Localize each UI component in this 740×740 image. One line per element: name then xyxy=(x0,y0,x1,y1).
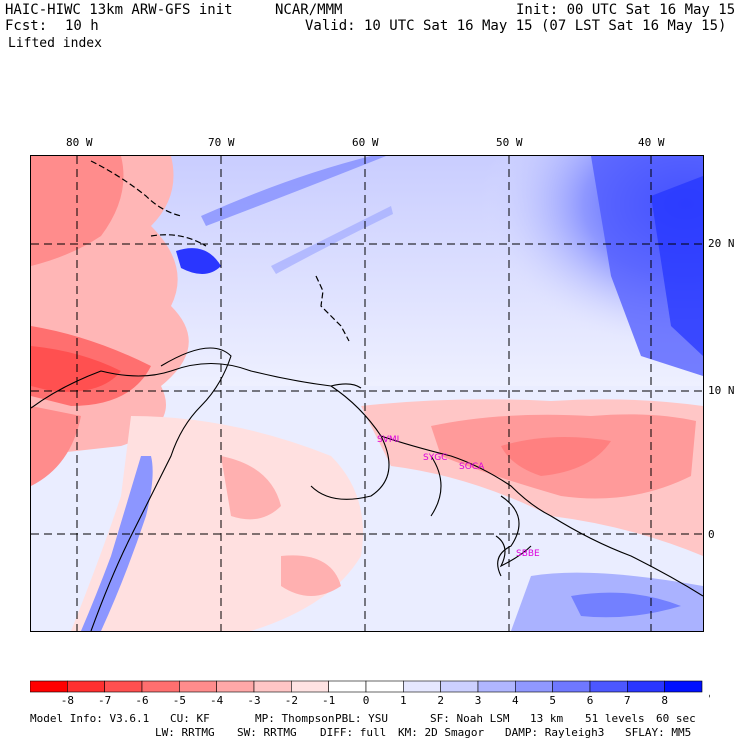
lifted-index-map[interactable]: SVMI SYGC SOCA SBBE xyxy=(30,155,704,632)
colorbar-tick-label: -5 xyxy=(173,694,186,707)
colorbar-tick-label: 3 xyxy=(475,694,482,707)
footer-timestep: 60 sec xyxy=(656,712,696,725)
colorbar-segment xyxy=(552,680,591,693)
colorbar-segment xyxy=(291,680,329,693)
colorbar-segment xyxy=(664,680,703,693)
footer-sf: SF: Noah LSM xyxy=(430,712,510,725)
colorbar-tick-label: -6 xyxy=(135,694,148,707)
colorbar-segment xyxy=(627,680,665,693)
footer-mp: MP: Thompson xyxy=(255,712,335,725)
colorbar-segment xyxy=(253,680,292,693)
footer-km: KM: 2D Smagor xyxy=(398,726,485,739)
lon-label-80w: 80 W xyxy=(66,136,93,149)
footer-pbl: PBL: YSU xyxy=(335,712,388,725)
colorbar-tick-label: 7 xyxy=(624,694,631,707)
lon-label-50w: 50 W xyxy=(496,136,523,149)
colorbar-segment xyxy=(328,680,367,693)
colorbar-tick-label: 8 xyxy=(661,694,668,707)
colorbar-tick-label: 4 xyxy=(512,694,519,707)
footer-lw: LW: RRTMG xyxy=(155,726,215,739)
lat-label-10n: 10 N xyxy=(708,384,735,397)
colorbar-tick-label: -4 xyxy=(210,694,224,707)
station-soca: SOCA xyxy=(459,462,485,472)
colorbar-segment xyxy=(403,680,441,693)
lon-label-60w: 60 W xyxy=(352,136,379,149)
colorbar-tick-label: 0 xyxy=(363,694,370,707)
model-title: HAIC-HIWC 13km ARW-GFS init xyxy=(5,2,233,18)
footer-diff: DIFF: full xyxy=(320,726,387,739)
colorbar-tick-label: -8 xyxy=(61,694,74,707)
valid-time: Valid: 10 UTC Sat 16 May 15 (07 LST Sat … xyxy=(305,18,727,34)
lat-label-0: 0 xyxy=(708,528,715,541)
station-svmi: SVMI xyxy=(377,435,399,445)
footer-cu: CU: KF xyxy=(170,712,210,725)
colorbar-segment xyxy=(67,680,105,693)
station-sbbe: SBBE xyxy=(516,549,540,559)
footer-damp: DAMP: Rayleigh3 xyxy=(505,726,605,739)
footer-sflay: SFLAY: MM5 xyxy=(625,726,692,739)
colorbar-tick-label: -1 xyxy=(322,694,335,707)
colorbar-tick-label: -2 xyxy=(285,694,298,707)
forecast-label: Fcst: xyxy=(5,18,48,34)
footer-levels: 51 levels xyxy=(585,712,645,725)
colorbar-segment xyxy=(29,680,68,693)
station-sygc: SYGC xyxy=(423,453,447,463)
colorbar-segment xyxy=(141,680,180,693)
footer-model-info: Model Info: V3.6.1 xyxy=(30,712,150,725)
colorbar-segment xyxy=(365,680,404,693)
lon-label-70w: 70 W xyxy=(208,136,235,149)
colorbar-tick-label: 1 xyxy=(400,694,407,707)
colorbar-tick-label: -3 xyxy=(247,694,260,707)
colorbar-tick-label: 5 xyxy=(549,694,556,707)
colorbar: -8 -7 -6 -5 -4 -3 -2 -1 0 1 2 3 4 5 6 7 8 °C xyxy=(29,680,720,714)
colorbar-segment xyxy=(589,680,628,693)
footer-sw: SW: RRTMG xyxy=(237,726,297,739)
colorbar-segment xyxy=(104,680,143,693)
lon-label-40w: 40 W xyxy=(638,136,665,149)
colorbar-segment xyxy=(515,680,553,693)
center-label: NCAR/MMM xyxy=(275,2,343,18)
colorbar-tick-label: -7 xyxy=(98,694,111,707)
colorbar-segment xyxy=(216,680,255,693)
field-name: Lifted index xyxy=(8,36,102,51)
footer-resolution: 13 km xyxy=(530,712,564,725)
colorbar-segment xyxy=(440,680,479,693)
colorbar-tick-label: 2 xyxy=(437,694,444,707)
colorbar-tick-label: 6 xyxy=(587,694,594,707)
colorbar-unit: °C xyxy=(708,694,710,705)
init-time: Init: 00 UTC Sat 16 May 15 xyxy=(516,2,736,18)
colorbar-segment xyxy=(179,680,217,693)
forecast-hour: 10 h xyxy=(65,18,99,34)
lat-label-20n: 20 N xyxy=(708,237,735,250)
colorbar-segment xyxy=(477,680,516,693)
